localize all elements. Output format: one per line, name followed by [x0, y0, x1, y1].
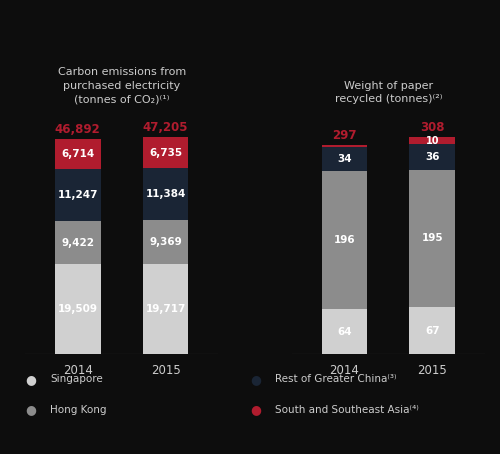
Text: 64: 64	[337, 326, 351, 336]
Text: ●: ●	[25, 404, 36, 416]
Text: 196: 196	[334, 235, 355, 245]
Text: ●: ●	[250, 404, 261, 416]
Text: 67: 67	[425, 326, 440, 336]
Text: 47,205: 47,205	[143, 121, 188, 134]
Text: ●: ●	[25, 373, 36, 385]
Text: 6,714: 6,714	[61, 149, 94, 159]
Text: 308: 308	[420, 121, 444, 134]
Bar	[142, 263, 188, 354]
Bar	[410, 169, 455, 307]
Text: 11,384: 11,384	[146, 189, 186, 199]
Bar	[410, 137, 455, 144]
Bar	[322, 171, 368, 309]
Bar	[410, 144, 455, 169]
Text: 36: 36	[425, 152, 440, 162]
Text: 10: 10	[426, 136, 439, 146]
Bar	[142, 168, 188, 221]
Bar	[322, 309, 368, 354]
Text: 46,892: 46,892	[55, 123, 100, 136]
Text: 34: 34	[337, 154, 351, 164]
Text: Rest of Greater China⁽³⁾: Rest of Greater China⁽³⁾	[275, 374, 396, 384]
Bar	[322, 145, 368, 147]
Bar	[55, 265, 100, 354]
Text: South and Southeast Asia⁽⁴⁾: South and Southeast Asia⁽⁴⁾	[275, 405, 419, 415]
Bar	[142, 137, 188, 168]
Bar	[55, 169, 100, 221]
Text: 19,717: 19,717	[146, 304, 186, 314]
Text: Hong Kong: Hong Kong	[50, 405, 106, 415]
Text: 9,369: 9,369	[149, 237, 182, 247]
Text: 6,735: 6,735	[149, 148, 182, 158]
Text: 19,509: 19,509	[58, 304, 98, 314]
Bar	[410, 307, 455, 354]
Bar	[55, 221, 100, 265]
Text: Carbon emissions from
purchased electricity
(tonnes of CO₂)⁽¹⁾: Carbon emissions from purchased electric…	[58, 67, 186, 104]
Text: 11,247: 11,247	[58, 190, 98, 200]
Text: 195: 195	[422, 233, 443, 243]
Bar	[55, 138, 100, 169]
Text: 297: 297	[332, 129, 356, 142]
Text: ●: ●	[250, 373, 261, 385]
Text: Singapore: Singapore	[50, 374, 103, 384]
Bar	[322, 147, 368, 171]
Bar	[142, 221, 188, 263]
Text: Weight of paper
recycled (tonnes)⁽²⁾: Weight of paper recycled (tonnes)⁽²⁾	[334, 81, 442, 104]
Text: 9,422: 9,422	[61, 238, 94, 248]
